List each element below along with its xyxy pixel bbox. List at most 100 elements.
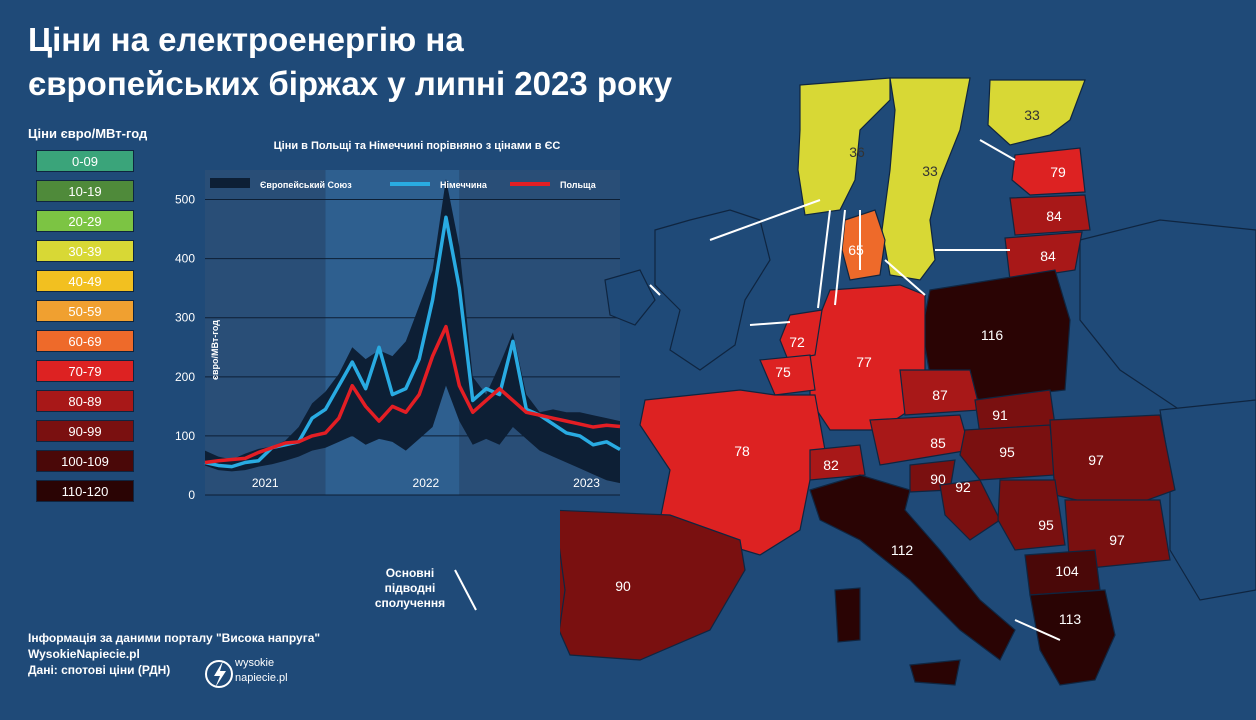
legend-title: Ціни євро/МВт-год [28, 126, 148, 141]
lightning-icon [205, 660, 233, 688]
footer-line-2: WysokieNapiecie.pl [28, 647, 140, 661]
cables-label: Основні підводні сполучення [374, 566, 446, 610]
country-austria [869, 414, 971, 466]
cable-line [1014, 619, 1061, 641]
footer-line-3: Дані: спотові ціни (РДН) [28, 663, 171, 677]
x-tick-label: 2023 [573, 476, 600, 490]
country-sweden [881, 77, 971, 281]
legend-item: 0-09 [36, 150, 134, 172]
cable-line [749, 321, 791, 326]
cables-pointer [454, 569, 477, 611]
legend-item: 60-69 [36, 330, 134, 352]
country-finland [987, 79, 1086, 146]
legend-item: 40-49 [36, 270, 134, 292]
country-lithuania [1004, 231, 1083, 281]
logo: wysokie napiecie.pl [205, 655, 295, 695]
label-belgium: 75 [775, 364, 791, 380]
country-sardinia [834, 587, 861, 643]
label-latvia: 84 [1046, 208, 1062, 224]
label-czechia: 87 [932, 387, 948, 403]
country-estonia [1011, 147, 1086, 196]
y-tick-label: 100 [175, 429, 195, 443]
y-tick-label: 500 [175, 193, 195, 207]
label-germany: 77 [856, 354, 872, 370]
cable-line [979, 139, 1016, 161]
cable-line [649, 284, 661, 296]
label-france: 78 [734, 443, 750, 459]
label-slovenia: 90 [930, 471, 946, 487]
logo-line-1: wysokie [235, 657, 275, 669]
legend-item: 80-89 [36, 390, 134, 412]
country-sicily [909, 659, 961, 686]
label-sweden: 33 [922, 163, 938, 179]
y-tick-label: 400 [175, 252, 195, 266]
x-tick-label: 2021 [252, 476, 279, 490]
country-norway [797, 77, 891, 216]
source-footer: Інформація за даними порталу "Висока нап… [28, 630, 320, 678]
price-legend: 0-09 10-19 20-29 30-39 40-49 50-59 60-69 70-79 8… [36, 150, 134, 510]
country-france [639, 389, 826, 556]
label-lithuania: 84 [1040, 248, 1056, 264]
series-area-eu [205, 178, 620, 484]
country-labels: 36 33 33 79 84 84 65 116 77 72 75 78 82 … [615, 107, 1125, 627]
label-estonia: 79 [1050, 164, 1066, 180]
europe-price-map: 36 33 33 79 84 84 65 116 77 72 75 78 82 … [560, 77, 1256, 686]
legend-item: 10-19 [36, 180, 134, 202]
label-austria: 85 [930, 435, 946, 451]
label-switzerland: 82 [823, 457, 839, 473]
label-spain: 90 [615, 578, 631, 594]
title-line-1: Ціни на електроенергію на [28, 21, 464, 58]
country-italy [809, 474, 1016, 661]
y-tick-label: 300 [175, 311, 195, 325]
legend-swatch [210, 178, 250, 188]
label-north-macedonia: 104 [1055, 563, 1079, 579]
y-axis-label: євро/МВт-год [210, 320, 220, 380]
label-netherlands: 72 [789, 334, 805, 350]
label-slovakia: 91 [992, 407, 1008, 423]
submarine-cables [649, 139, 1061, 641]
legend-item: 20-29 [36, 210, 134, 232]
label-finland: 33 [1024, 107, 1040, 123]
legend-item: 50-59 [36, 300, 134, 322]
label-greece: 113 [1059, 611, 1082, 627]
country-romania [1049, 414, 1176, 511]
country-switzerland [809, 444, 866, 481]
country-shapes [560, 77, 1176, 686]
legend-item: 30-39 [36, 240, 134, 262]
cable-line [709, 199, 821, 241]
label-serbia: 95 [1038, 517, 1054, 533]
country-greece [1029, 589, 1116, 686]
series-line-poland [204, 324, 621, 465]
logo-line-2: napiecie.pl [235, 672, 288, 684]
legend-entry: Польща [560, 180, 597, 190]
price-line-chart: 0 100 200 300 400 500 2021 2022 2023 євро/МВт-год… [175, 170, 621, 502]
country-croatia [939, 479, 1001, 541]
chart-title: Ціни в Польщі та Німеччині порівняно з ц… [273, 140, 561, 152]
footer-line-1: Інформація за даними порталу "Висока нап… [28, 631, 321, 645]
y-tick-label: 200 [175, 370, 195, 384]
country-hungary [959, 424, 1056, 481]
cable-line [884, 259, 926, 296]
y-tick-label: 0 [188, 488, 195, 502]
label-norway: 36 [849, 144, 865, 160]
label-italy: 112 [891, 542, 914, 558]
label-romania: 97 [1088, 452, 1104, 468]
label-croatia: 92 [955, 479, 971, 495]
cable-line [817, 209, 831, 309]
cable-line [834, 209, 846, 306]
country-serbia [997, 479, 1066, 551]
country-spain [560, 509, 746, 661]
x-tick-label: 2022 [413, 476, 440, 490]
label-hungary: 95 [999, 444, 1015, 460]
neighbour-land [604, 209, 1256, 601]
country-belgium [759, 354, 816, 396]
page-title: Ціни на електроенергію на європейських б… [28, 18, 728, 106]
country-latvia [1009, 194, 1091, 236]
legend-item: 110-120 [36, 480, 134, 502]
legend-entry: Європейський Союз [260, 180, 352, 190]
label-bulgaria: 97 [1109, 532, 1125, 548]
label-poland: 116 [981, 327, 1004, 343]
legend-item: 70-79 [36, 360, 134, 382]
legend-item: 100-109 [36, 450, 134, 472]
legend-entry: Німеччина [440, 180, 488, 190]
